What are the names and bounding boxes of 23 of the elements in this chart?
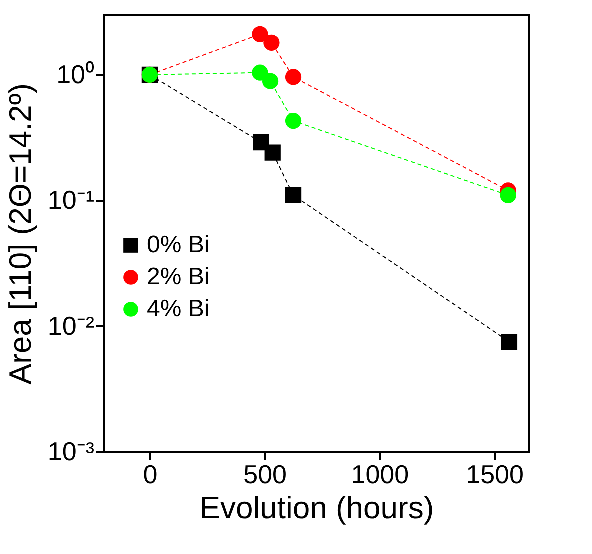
point	[264, 34, 280, 51]
y-tick-label: 10⁻²	[48, 310, 95, 341]
point	[252, 64, 268, 81]
y-tick-label: 10⁻¹	[48, 185, 95, 216]
point	[285, 69, 302, 86]
point	[285, 112, 302, 130]
point	[500, 187, 516, 204]
y-tick-label: 10⁻³	[48, 436, 95, 466]
y-tick-label: 10⁰	[56, 59, 94, 90]
x-axis-title: Evolution (hours)	[200, 490, 434, 526]
point	[264, 144, 281, 161]
point	[501, 334, 518, 350]
x-tick-label: 500	[244, 460, 288, 490]
y-axis-title: Area [110] (2Θ=14.2º)	[2, 83, 38, 385]
point	[252, 26, 268, 43]
point	[262, 73, 279, 90]
x-tick-label: 0	[143, 460, 158, 490]
x-tick-label: 1000	[351, 460, 410, 490]
legend-label: 2% Bi	[147, 264, 210, 290]
x-tick-label: 1500	[466, 460, 524, 490]
point	[285, 187, 302, 204]
legend-label: 0% Bi	[147, 232, 210, 258]
legend-label: 4% Bi	[147, 296, 210, 322]
